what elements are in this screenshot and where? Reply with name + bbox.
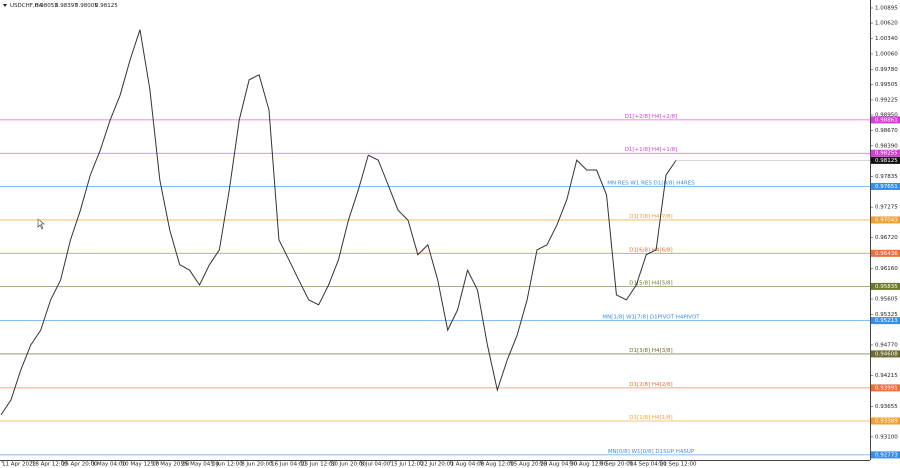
price-line	[0, 29, 677, 416]
y-tick-label: 1.00620	[875, 21, 898, 27]
current-price-label: 0.98125	[875, 158, 898, 164]
x-tick-label: 15 Aug 20:00	[510, 462, 548, 468]
x-tick-label: 10 May 12:00	[122, 462, 160, 468]
x-tick-label: 21 Sep 12:00	[660, 462, 697, 468]
menu-arrow	[3, 4, 7, 7]
y-tick-label: 0.94770	[875, 343, 898, 349]
level-label: MN[0/8] W1[0/8] D1SUP H4SUP	[608, 449, 695, 455]
level-label: D1[2/8] H4[2/8]	[629, 382, 672, 388]
level-tag-label: 0.92773	[875, 452, 898, 458]
x-tick-label: 3 May 04:00	[92, 462, 127, 468]
y-tick-label: 0.97275	[875, 205, 898, 211]
symbol: USDCHF,H4	[10, 3, 43, 9]
level-tag	[871, 116, 900, 124]
level-label: D1[+1/8] H4[+1/8]	[625, 147, 678, 153]
level-tag-label: 0.97651	[875, 184, 898, 190]
level-tag	[871, 317, 900, 325]
high-price: 0.98397	[55, 3, 78, 9]
x-tick-label: 15 Jul 12:00	[391, 462, 424, 468]
x-tick-label: 18 Apr 12:00	[32, 462, 68, 468]
y-tick-label: 1.00060	[875, 51, 898, 57]
x-tick-label: 1 Jun 12:00	[211, 462, 243, 468]
level-label: D1[6/8] H4[6/8]	[629, 247, 672, 253]
x-tick-label: 1 Aug 04:00	[451, 462, 485, 468]
level-tag	[871, 384, 900, 392]
x-tick-label: 16 Jun 04:00	[271, 462, 306, 468]
level-tag-label: 0.98861	[875, 117, 898, 123]
level-tag-label: 0.93389	[875, 418, 898, 424]
level-tag-label: 0.95213	[875, 318, 898, 324]
level-tag-label: 0.94608	[875, 351, 898, 357]
y-tick-label: 0.99780	[875, 67, 898, 73]
y-tick-label: 0.96160	[875, 266, 898, 272]
level-tag	[871, 451, 900, 459]
low-price: 0.98005	[75, 3, 98, 9]
y-tick-label: 1.00895	[875, 5, 898, 11]
x-tick-label: 25 Apr 20:00	[62, 462, 98, 468]
level-tag-label: 0.96436	[875, 251, 898, 257]
y-tick-label: 0.95325	[875, 312, 898, 318]
y-tick-label: 0.95605	[875, 297, 898, 303]
level-tag	[871, 149, 900, 157]
level-label: D1[7/8] H4[7/8]	[629, 214, 672, 220]
y-tick-label: 0.99225	[875, 97, 898, 103]
level-tag	[871, 182, 900, 190]
current-price-tag	[871, 156, 900, 164]
x-tick-label: 25 May 04:00	[181, 462, 219, 468]
level-tag-label: 0.95835	[875, 284, 898, 290]
x-tick-label: 17 May 20:00	[152, 462, 190, 468]
x-tick-label: 11 Apr 2022	[2, 462, 36, 468]
x-tick-label: 14 Sep 04:00	[630, 462, 667, 468]
y-tick-label: 0.94215	[875, 373, 898, 379]
x-tick-label: 8 Sep 20:00	[600, 462, 634, 468]
y-tick-label: 0.98390	[875, 143, 898, 149]
mouse-cursor	[37, 218, 45, 230]
x-tick-label: 23 Jun 12:00	[301, 462, 336, 468]
y-tick-label: 1.00340	[875, 36, 898, 42]
level-label: MN[1/8] W1[7/8] D1PIVOT H4PIVOT	[602, 315, 700, 321]
x-tick-label: 8 Aug 12:00	[480, 462, 514, 468]
x-tick-label: 8 Jul 04:00	[361, 462, 391, 468]
level-tag	[871, 282, 900, 290]
level-tag	[871, 350, 900, 358]
level-tag-label: 0.98255	[875, 151, 898, 157]
open-price: 0.98053	[35, 3, 58, 9]
header: USDCHF,H4 0.98053 0.98397 0.98005 0.9812…	[3, 3, 118, 9]
x-tick-label: 8 Jun 20:00	[241, 462, 273, 468]
x-tick-label: 30 Aug 12:00	[570, 462, 608, 468]
level-tag	[871, 216, 900, 224]
y-tick-label: 0.98950	[875, 113, 898, 119]
y-tick-label: 0.98670	[875, 128, 898, 134]
level-label: MN RES W1 RES D1[8/8] H4RES	[607, 180, 695, 186]
x-tick-label: 22 Jul 20:00	[421, 462, 454, 468]
level-label: D1[3/8] H4[3/8]	[629, 348, 672, 354]
y-tick-label: 0.96720	[875, 235, 898, 241]
level-tag	[871, 417, 900, 425]
y-tick-label: 0.99505	[875, 82, 898, 88]
level-label: D1[5/8] H4[5/8]	[629, 280, 672, 286]
level-tag-label: 0.93991	[875, 385, 898, 391]
y-tick-label: 0.97835	[875, 174, 898, 180]
close-price: 0.98125	[95, 3, 118, 9]
x-tick-label: 23 Aug 04:00	[540, 462, 578, 468]
x-tick-label: 30 Jun 20:00	[331, 462, 366, 468]
level-tag	[871, 249, 900, 257]
level-label: D1[+2/8] H4[+2/8]	[625, 114, 678, 120]
level-label: D1[1/8] H4[1/8]	[629, 415, 672, 421]
level-tag-label: 0.97043	[875, 217, 898, 223]
y-tick-label: 0.93655	[875, 404, 898, 410]
y-tick-label: 0.93100	[875, 434, 898, 440]
